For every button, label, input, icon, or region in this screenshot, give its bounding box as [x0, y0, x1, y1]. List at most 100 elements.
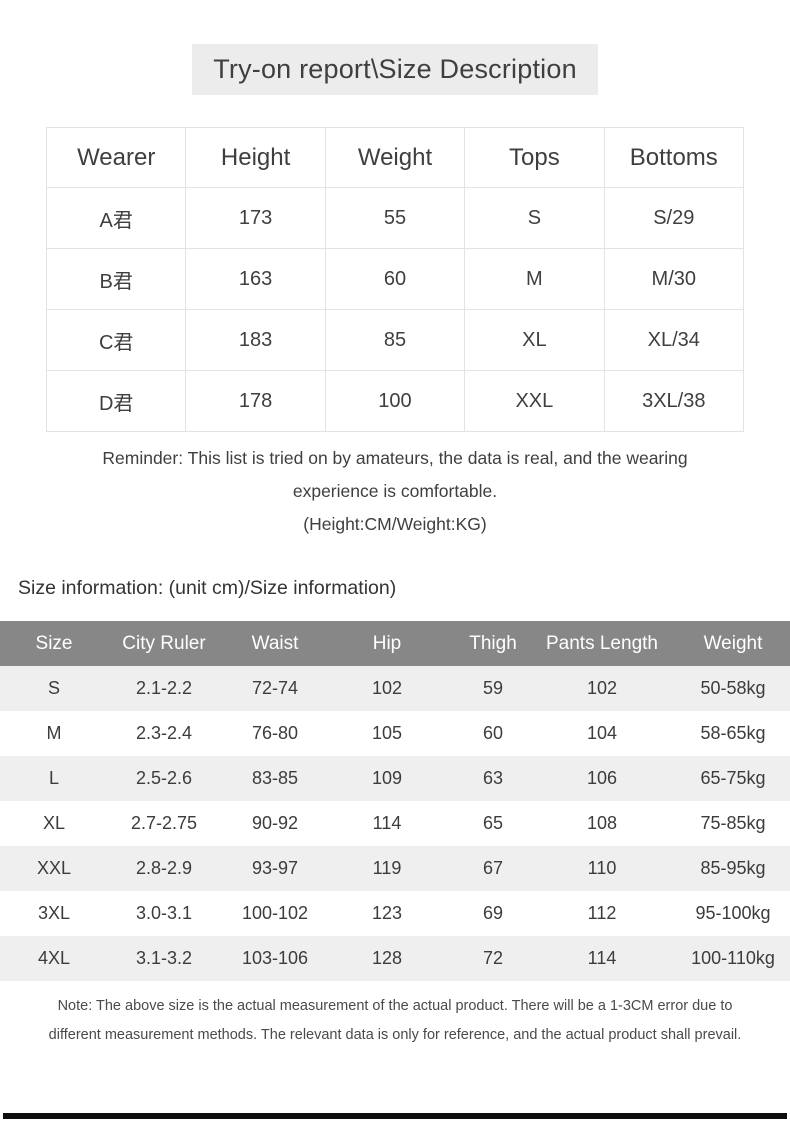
- note-line-2: different measurement methods. The relev…: [48, 1027, 742, 1043]
- table-cell: 183: [185, 309, 326, 371]
- column-header: Height: [185, 127, 326, 188]
- table-cell: 59: [482, 678, 504, 698]
- table-row: S 2.1-2.2 72-74 102 59 102 50-58kg: [0, 666, 790, 711]
- table-cell: XL: [42, 813, 66, 833]
- table-cell: M/30: [603, 248, 745, 310]
- column-header: Weight: [324, 127, 466, 188]
- table-cell: 109: [371, 768, 403, 788]
- table-row: B君 163 60 M M/30: [45, 248, 745, 310]
- table-cell: 114: [372, 813, 402, 833]
- table-cell: 50-58kg: [700, 678, 766, 698]
- column-header: Tops: [464, 127, 605, 188]
- table-cell: 2.7-2.75: [130, 813, 198, 833]
- table-cell: 75-85kg: [700, 813, 766, 833]
- size-info-heading: Size information: (unit cm)/Size informa…: [18, 577, 397, 599]
- table-cell: 114: [587, 948, 617, 968]
- table-cell: 100: [324, 370, 466, 432]
- column-header: Weight: [662, 621, 790, 666]
- table-cell: 2.5-2.6: [135, 768, 193, 788]
- table-row: A君 173 55 S S/29: [45, 187, 745, 249]
- table-cell: 83-85: [251, 768, 299, 788]
- table-cell: 58-65kg: [700, 723, 766, 743]
- table-row: XL 2.7-2.75 90-92 114 65 108 75-85kg: [0, 801, 790, 846]
- page-title: Try-on report\Size Description: [192, 44, 598, 95]
- table-row: 3XL 3.0-3.1 100-102 123 69 112 95-100kg: [0, 891, 790, 936]
- table-cell: L: [48, 768, 59, 788]
- column-header: Hip: [330, 621, 444, 666]
- table-cell: B君: [45, 248, 187, 310]
- size-description-page: Try-on report\Size Description Wearer Hei…: [0, 44, 790, 1119]
- table-row: L 2.5-2.6 83-85 109 63 106 65-75kg: [0, 756, 790, 801]
- table-cell: 108: [586, 813, 618, 833]
- table-cell: 104: [586, 723, 618, 743]
- table-cell: S: [47, 678, 60, 698]
- table-cell: 178: [185, 370, 326, 432]
- table-cell: 69: [482, 903, 504, 923]
- table-cell: 128: [371, 948, 403, 968]
- table-cell: 95-100kg: [695, 903, 771, 923]
- table-cell: S/29: [603, 187, 745, 249]
- table-cell: 100-102: [241, 903, 309, 923]
- table-cell: 173: [185, 187, 326, 249]
- table-cell: XXL: [36, 858, 72, 878]
- table-cell: 3XL: [37, 903, 71, 923]
- table-cell: 3.1-3.2: [135, 948, 193, 968]
- column-header: Thigh: [444, 621, 542, 666]
- table-cell: 72: [482, 948, 504, 968]
- units-note: (Height:CM/Weight:KG): [303, 514, 487, 534]
- header-row: Wearer Height Weight Tops Bottoms: [45, 127, 745, 188]
- table-row: XXL 2.8-2.9 93-97 119 67 110 85-95kg: [0, 846, 790, 891]
- column-header: Size: [0, 621, 108, 666]
- reminder-text: Reminder: This list is tried on by amate…: [0, 442, 790, 541]
- table-cell: 72-74: [251, 678, 299, 698]
- column-header: Pants Length: [542, 621, 662, 666]
- table-cell: 76-80: [251, 723, 299, 743]
- try-on-table: Wearer Height Weight Tops Bottoms A君 173 55 S S/2…: [45, 127, 745, 432]
- note-line-1: Note: The above size is the actual measu…: [57, 998, 733, 1014]
- title-row: Try-on report\Size Description: [0, 44, 790, 95]
- table-cell: 85: [324, 309, 466, 371]
- table-cell: 55: [324, 187, 466, 249]
- column-header: Waist: [220, 621, 330, 666]
- table-cell: C君: [45, 309, 187, 371]
- table-cell: 110: [587, 858, 617, 878]
- table-cell: XL: [464, 309, 605, 371]
- table-cell: 3.0-3.1: [135, 903, 193, 923]
- table-cell: 103-106: [241, 948, 309, 968]
- table-cell: 63: [482, 768, 504, 788]
- table-cell: 4XL: [37, 948, 71, 968]
- table-cell: 100-110kg: [691, 948, 775, 968]
- table-cell: 102: [371, 678, 403, 698]
- note-text: Note: The above size is the actual measu…: [0, 992, 790, 1050]
- bottom-divider-bar: [3, 1113, 787, 1119]
- table-cell: 119: [372, 858, 402, 878]
- table-cell: 90-92: [251, 813, 299, 833]
- table-cell: 2.3-2.4: [135, 723, 193, 743]
- table-cell: XXL: [464, 370, 605, 432]
- table-cell: 65-75kg: [700, 768, 766, 788]
- table-cell: 67: [482, 858, 504, 878]
- table-cell: 3XL/38: [603, 370, 745, 432]
- header-row: Size City Ruler Waist Hip Thigh Pants Length W…: [0, 621, 790, 666]
- reminder-line-2: experience is comfortable.: [292, 481, 498, 501]
- table-cell: 163: [185, 248, 326, 310]
- table-cell: S: [464, 187, 605, 249]
- column-header: Bottoms: [603, 127, 745, 188]
- table-cell: M: [464, 248, 605, 310]
- table-row: M 2.3-2.4 76-80 105 60 104 58-65kg: [0, 711, 790, 756]
- table-cell: 85-95kg: [700, 858, 766, 878]
- table-row: D君 178 100 XXL 3XL/38: [45, 370, 745, 432]
- table-cell: 65: [482, 813, 504, 833]
- table-cell: A君: [45, 187, 187, 249]
- table-cell: 105: [371, 723, 403, 743]
- table-cell: XL/34: [603, 309, 745, 371]
- table-cell: 102: [586, 678, 618, 698]
- table-row: 4XL 3.1-3.2 103-106 128 72 114 100-110kg: [0, 936, 790, 981]
- table-row: C君 183 85 XL XL/34: [45, 309, 745, 371]
- table-cell: M: [46, 723, 62, 743]
- table-cell: 112: [587, 903, 617, 923]
- column-header: Wearer: [45, 127, 187, 188]
- table-cell: 60: [482, 723, 504, 743]
- table-cell: 60: [324, 248, 466, 310]
- table-cell: 2.1-2.2: [135, 678, 193, 698]
